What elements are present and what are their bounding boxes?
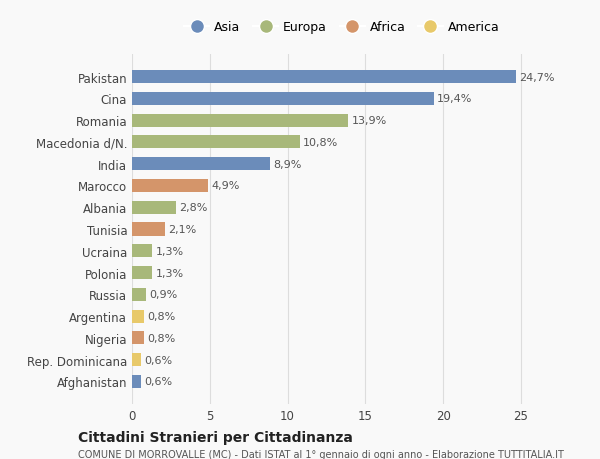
Text: 0,6%: 0,6% (145, 355, 173, 365)
Text: 2,8%: 2,8% (179, 203, 207, 213)
Bar (132, 353, 142, 366)
Text: 1,3%: 1,3% (155, 268, 184, 278)
Legend: Asia, Europa, Africa, America: Asia, Europa, Africa, America (179, 16, 505, 39)
Text: 19,4%: 19,4% (437, 94, 472, 104)
Text: 10,8%: 10,8% (303, 138, 338, 148)
Text: 0,6%: 0,6% (145, 376, 173, 386)
Bar (132, 310, 145, 323)
Bar (132, 201, 176, 214)
Bar (132, 375, 142, 388)
Bar (132, 93, 434, 106)
Text: COMUNE DI MORROVALLE (MC) - Dati ISTAT al 1° gennaio di ogni anno - Elaborazione: COMUNE DI MORROVALLE (MC) - Dati ISTAT a… (78, 449, 564, 459)
Text: 24,7%: 24,7% (520, 73, 555, 83)
Bar (132, 114, 348, 128)
Bar (132, 223, 164, 236)
Text: Cittadini Stranieri per Cittadinanza: Cittadini Stranieri per Cittadinanza (78, 430, 353, 444)
Bar (132, 71, 516, 84)
Bar (132, 158, 271, 171)
Text: 13,9%: 13,9% (352, 116, 386, 126)
Text: 2,1%: 2,1% (168, 224, 196, 235)
Bar (132, 245, 152, 258)
Text: 4,9%: 4,9% (211, 181, 240, 191)
Bar (132, 331, 145, 345)
Text: 1,3%: 1,3% (155, 246, 184, 256)
Text: 8,9%: 8,9% (274, 159, 302, 169)
Text: 0,9%: 0,9% (149, 290, 178, 300)
Bar (132, 136, 300, 149)
Bar (132, 288, 146, 301)
Text: 0,8%: 0,8% (148, 333, 176, 343)
Bar (132, 266, 152, 280)
Text: 0,8%: 0,8% (148, 311, 176, 321)
Bar (132, 179, 208, 193)
